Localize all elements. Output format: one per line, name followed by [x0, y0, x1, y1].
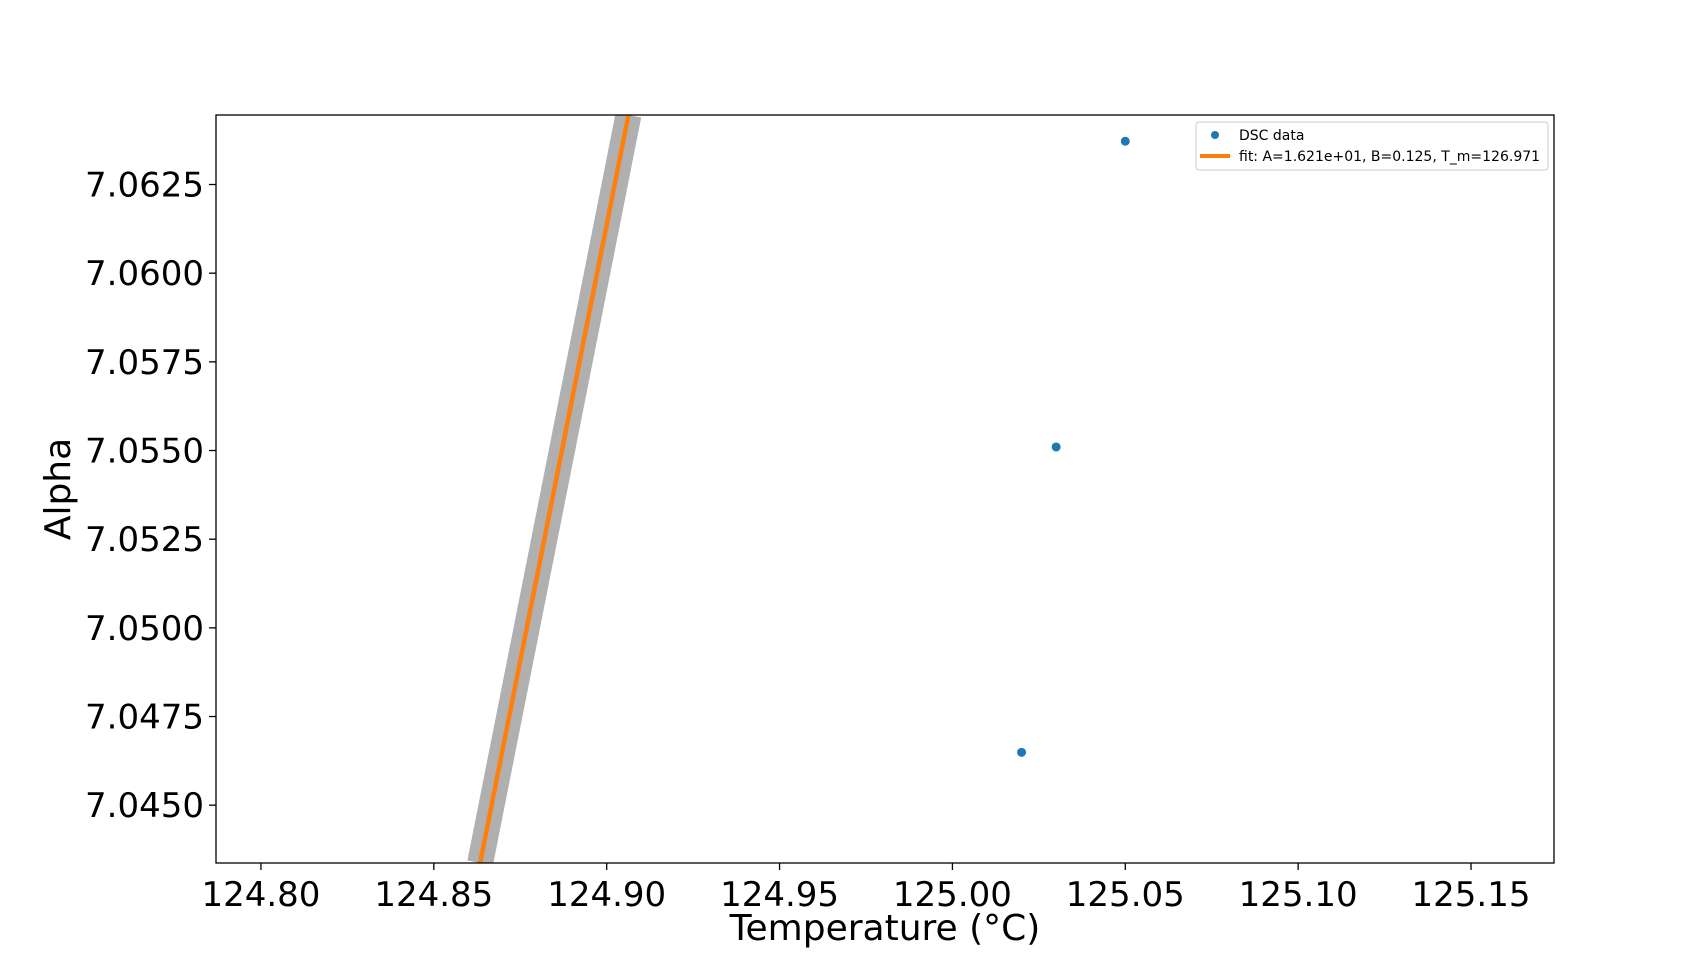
legend: DSC data fit: A=1.621e+01, B=0.125, T_m=1…: [1195, 121, 1549, 171]
plot-frame: [215, 114, 1555, 864]
y-tick-label: 7.0475: [85, 698, 204, 738]
plot-area: [216, 115, 1554, 863]
y-tick-label: 7.0525: [85, 520, 204, 560]
x-tick-label: 124.90: [547, 875, 666, 915]
x-tick-label: 124.85: [374, 875, 493, 915]
legend-point-marker: [1211, 131, 1219, 139]
y-tick-label: 7.0500: [85, 609, 204, 649]
x-tick-label: 125.05: [1066, 875, 1185, 915]
y-tick-label: 7.0550: [85, 432, 204, 472]
y-tick-label: 7.0575: [85, 343, 204, 383]
x-tick-label: 124.95: [720, 875, 839, 915]
x-tick-label: 125.15: [1412, 875, 1531, 915]
x-axis: 124.80 124.85 124.90 124.95 125.00 125.05 125.…: [201, 863, 1531, 915]
legend-entry-label: fit: A=1.621e+01, B=0.125, T_m=126.971: [1239, 149, 1540, 165]
y-axis-title: Alpha: [38, 438, 79, 540]
x-tick-label: 124.80: [201, 875, 320, 915]
y-tick-label: 7.0600: [85, 254, 204, 294]
legend-box: [1195, 121, 1549, 171]
fit-line-layer: [477, 115, 631, 863]
data-point: [1051, 442, 1061, 452]
x-tick-label: 125.10: [1239, 875, 1358, 915]
y-tick-label: 7.0450: [85, 786, 204, 826]
data-points-layer: [1017, 136, 1130, 757]
y-tick-label: 7.0625: [85, 166, 204, 206]
fit-line: [477, 115, 631, 863]
x-tick-label: 125.00: [893, 875, 1012, 915]
x-axis-title: Temperature (°C): [729, 908, 1041, 949]
legend-entry-label: DSC data: [1239, 128, 1304, 144]
data-point: [1017, 747, 1027, 757]
y-axis: 7.0450 7.0475 7.0500 7.0525 7.0550 7.0575 7.06…: [85, 166, 216, 826]
data-point: [1120, 136, 1130, 146]
